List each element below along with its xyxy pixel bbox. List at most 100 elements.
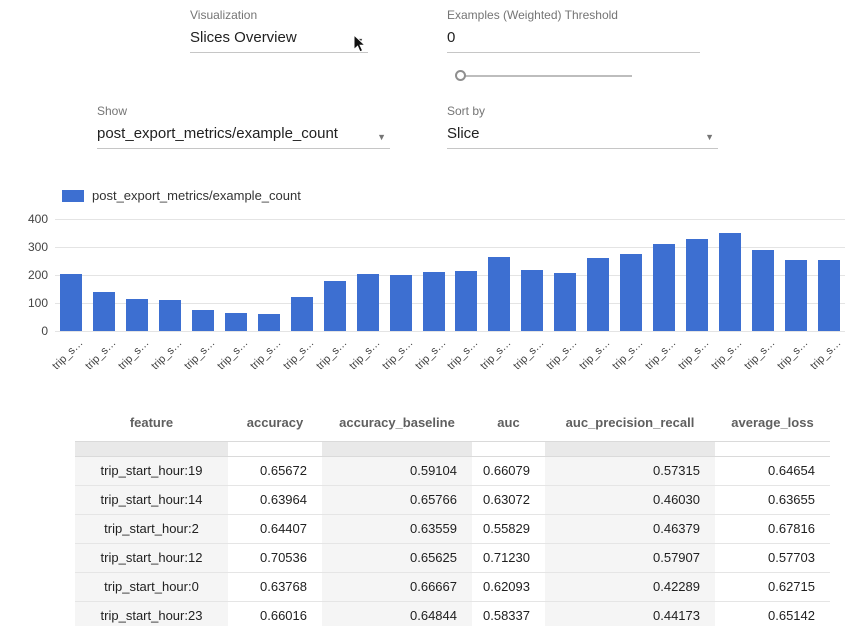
x-axis-tick-label: trip_s… (807, 337, 844, 373)
bar[interactable] (455, 271, 478, 331)
show-dropdown[interactable]: Show post_export_metrics/example_count ▼ (97, 104, 390, 149)
bar[interactable] (620, 254, 643, 331)
x-axis-tick-label: trip_s… (741, 337, 778, 373)
x-axis-tick-label: trip_s… (478, 337, 514, 373)
metric-cell: 0.63768 (228, 572, 322, 602)
metric-cell: 0.66667 (322, 572, 472, 602)
bar[interactable] (323, 281, 346, 331)
table-header-row: feature accuracy accuracy_baseline auc auc_p… (75, 404, 830, 442)
legend-swatch (62, 189, 84, 202)
bar[interactable] (225, 313, 248, 331)
metric-cell: 0.62093 (472, 572, 545, 602)
bar[interactable] (159, 300, 182, 331)
table-row[interactable]: trip_start_hour:23 0.66016 0.64844 0.58337 0… (75, 601, 830, 626)
metric-cell: 0.64407 (228, 514, 322, 544)
column-header[interactable]: auc_precision_recall (545, 404, 715, 442)
bar[interactable] (652, 244, 675, 331)
x-axis-tick-label: trip_s… (708, 337, 745, 373)
bar[interactable] (521, 270, 544, 331)
x-axis-tick-label: trip_s… (511, 337, 547, 373)
filter-cell[interactable] (472, 441, 545, 457)
table-row[interactable]: trip_start_hour:19 0.65672 0.59104 0.66079 0… (75, 456, 830, 486)
x-axis-tick-label: trip_s… (445, 337, 481, 373)
bar[interactable] (356, 274, 379, 331)
bar[interactable] (784, 260, 807, 331)
chart-legend: post_export_metrics/example_count (62, 188, 301, 203)
y-axis-tick-label: 200 (27, 268, 48, 282)
metric-cell: 0.62715 (715, 572, 830, 602)
filter-cell[interactable] (75, 441, 228, 457)
metric-cell: 0.57315 (545, 456, 715, 486)
bar[interactable] (685, 239, 708, 331)
threshold-label: Examples (Weighted) Threshold (447, 8, 618, 22)
metric-cell: 0.64654 (715, 456, 830, 486)
metric-cell: 0.67816 (715, 514, 830, 544)
show-value: post_export_metrics/example_count (97, 125, 338, 142)
x-axis-tick-label: trip_s… (544, 337, 580, 373)
table-filter-row (75, 441, 830, 457)
column-header[interactable]: feature (75, 404, 228, 442)
feature-cell: trip_start_hour:23 (75, 601, 228, 626)
table-row[interactable]: trip_start_hour:14 0.63964 0.65766 0.63072 0… (75, 485, 830, 515)
bar[interactable] (93, 292, 116, 331)
metric-cell: 0.66079 (472, 456, 545, 486)
metric-cell: 0.71230 (472, 543, 545, 573)
bar[interactable] (751, 250, 774, 331)
bar[interactable] (60, 274, 83, 331)
column-header[interactable]: accuracy_baseline (322, 404, 472, 442)
y-axis-tick-label: 400 (27, 212, 48, 226)
metric-cell: 0.55829 (472, 514, 545, 544)
bar[interactable] (192, 310, 215, 331)
metric-cell: 0.65625 (322, 543, 472, 573)
metric-cell: 0.65766 (322, 485, 472, 515)
threshold-slider-track[interactable] (458, 75, 632, 77)
x-axis-tick-label: trip_s… (116, 337, 152, 373)
table-row[interactable]: trip_start_hour:12 0.70536 0.65625 0.71230 0… (75, 543, 830, 573)
metrics-table: feature accuracy accuracy_baseline auc auc_p… (75, 404, 830, 626)
bar[interactable] (587, 258, 610, 331)
threshold-input[interactable]: 0 (447, 28, 700, 53)
table-row[interactable]: trip_start_hour:0 0.63768 0.66667 0.62093 0.… (75, 572, 830, 602)
chevron-down-icon: ▼ (705, 132, 714, 142)
bar[interactable] (554, 273, 577, 331)
metric-cell: 0.57907 (545, 543, 715, 573)
threshold-slider-thumb[interactable] (455, 70, 466, 81)
visualization-dropdown[interactable]: Visualization Slices Overview ▼ (190, 8, 368, 53)
filter-cell[interactable] (228, 441, 322, 457)
column-header[interactable]: accuracy (228, 404, 322, 442)
x-axis-tick-label: trip_s… (215, 337, 251, 373)
column-header[interactable]: average_loss (715, 404, 830, 442)
column-header[interactable]: auc (472, 404, 545, 442)
x-axis-tick-label: trip_s… (610, 337, 646, 373)
bar[interactable] (422, 272, 445, 331)
bar[interactable] (389, 275, 412, 331)
feature-cell: trip_start_hour:19 (75, 456, 228, 486)
metric-cell: 0.63655 (715, 485, 830, 515)
gridline (55, 331, 845, 332)
feature-cell: trip_start_hour:12 (75, 543, 228, 573)
bar[interactable] (126, 299, 149, 331)
filter-cell[interactable] (545, 441, 715, 457)
visualization-label: Visualization (190, 8, 258, 22)
bar[interactable] (718, 233, 741, 331)
filter-cell[interactable] (715, 441, 830, 457)
bar[interactable] (290, 297, 313, 331)
bar[interactable] (488, 257, 511, 331)
bar[interactable] (257, 314, 280, 331)
metric-cell: 0.58337 (472, 601, 545, 626)
table-row[interactable]: trip_start_hour:2 0.64407 0.63559 0.55829 0.… (75, 514, 830, 544)
x-axis-tick-label: trip_s… (379, 337, 416, 373)
legend-label: post_export_metrics/example_count (92, 188, 301, 203)
sort-by-label: Sort by (447, 104, 486, 118)
x-axis-tick-label: trip_s… (50, 337, 86, 373)
sort-by-dropdown[interactable]: Sort by Slice ▼ (447, 104, 718, 149)
metric-cell: 0.70536 (228, 543, 322, 573)
show-label: Show (97, 104, 128, 118)
x-axis-tick-label: trip_s… (577, 337, 613, 373)
bar[interactable] (817, 260, 840, 331)
filter-cell[interactable] (322, 441, 472, 457)
x-axis-tick-label: trip_s… (412, 337, 449, 373)
y-axis-tick-label: 0 (41, 324, 48, 338)
x-axis-tick-label: trip_s… (281, 337, 317, 373)
